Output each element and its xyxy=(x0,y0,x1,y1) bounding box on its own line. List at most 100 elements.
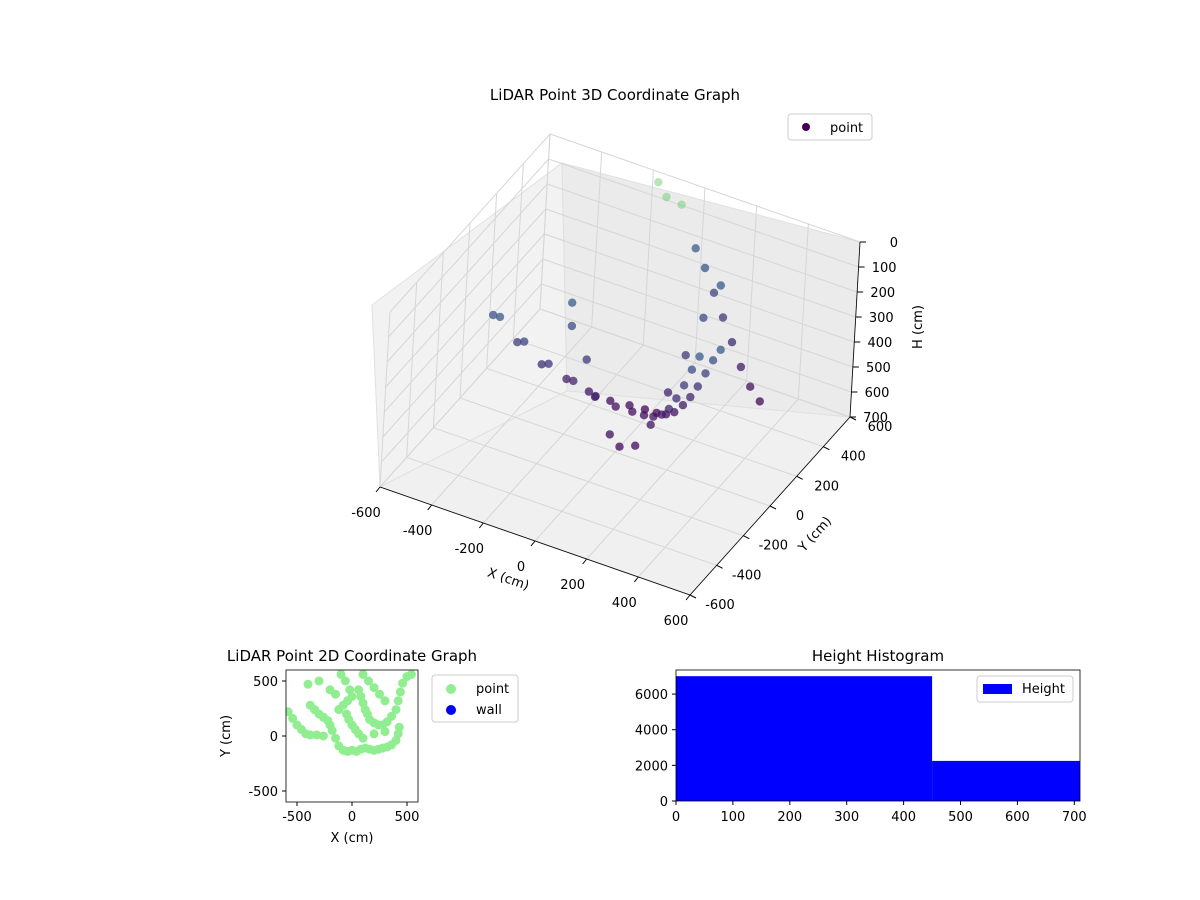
y-tick-label: -600 xyxy=(705,598,735,613)
x-tick-label-hist: 300 xyxy=(834,810,859,825)
point-3d xyxy=(606,396,615,405)
z-tick-label: 600 xyxy=(865,386,890,401)
point-3d xyxy=(716,281,725,290)
x-tick-label-2d: 0 xyxy=(348,810,356,825)
y-tick-mark xyxy=(689,594,697,599)
point-3d xyxy=(662,192,671,202)
chart-2d: LiDAR Point 2D Coordinate Graph -500 0 500… xyxy=(219,647,519,846)
y-tick-label-hist: 0 xyxy=(660,795,668,810)
point-3d xyxy=(681,351,690,360)
x-tick-label: -200 xyxy=(455,542,485,557)
point-3d xyxy=(679,381,689,390)
z-tick-label: 200 xyxy=(870,286,895,301)
x-tick-label: 0 xyxy=(517,560,525,575)
y-tick-mark xyxy=(796,475,803,480)
point-2d-point xyxy=(358,670,368,679)
point-3d xyxy=(691,244,700,253)
point-2d-point xyxy=(364,676,373,686)
x-tick-label-2d: -500 xyxy=(282,810,312,825)
histogram-bar xyxy=(932,760,1080,801)
legend-2d[interactable]: point wall xyxy=(431,674,519,723)
point-3d xyxy=(654,178,663,187)
y-tick-mark xyxy=(769,505,777,510)
point-2d-point xyxy=(393,696,403,706)
points-3d xyxy=(489,178,764,451)
point-3d xyxy=(582,355,591,364)
point-2d-point xyxy=(369,683,379,693)
point-2d-point xyxy=(305,730,315,740)
x-tick-label: 600 xyxy=(664,614,689,629)
z-tick-label: 300 xyxy=(869,311,894,326)
x-tick-label-hist: 400 xyxy=(891,810,916,825)
point-2d-point xyxy=(327,726,337,735)
grid-line-z xyxy=(382,258,854,438)
point-3d xyxy=(699,313,708,322)
chart-3d-title: LiDAR Point 3D Coordinate Graph xyxy=(490,86,740,104)
y-tick-mark xyxy=(743,535,750,540)
x-tick-label-hist: 600 xyxy=(1005,810,1030,825)
legend-2d-marker-point xyxy=(446,684,456,694)
grid-line-z xyxy=(385,208,856,388)
x-tick-label-hist: 100 xyxy=(720,810,745,825)
y-tick-label-2d: 0 xyxy=(270,730,278,745)
chart-3d: LiDAR Point 3D Coordinate Graph -600 -400… xyxy=(351,86,926,629)
legend-2d-marker-wall xyxy=(446,705,456,715)
point-3d xyxy=(708,356,718,365)
point-3d xyxy=(639,411,649,420)
y-axis-label-2d: Y (cm) xyxy=(219,715,234,758)
y-tick-label: -400 xyxy=(732,568,762,583)
point-2d-point xyxy=(331,733,340,743)
point-3d xyxy=(701,369,710,378)
point-2d-point xyxy=(336,670,346,679)
point-3d xyxy=(562,374,571,384)
z-tick-label: 700 xyxy=(863,411,888,426)
x-axis-label-2d: X (cm) xyxy=(331,831,374,846)
point-3d xyxy=(736,362,746,372)
y-tick-label: -200 xyxy=(759,539,789,554)
point-3d xyxy=(569,376,578,386)
point-3d xyxy=(695,352,704,361)
point-3d xyxy=(746,382,755,391)
x-tick-label: 400 xyxy=(612,596,637,611)
x-tick-label-2d: 500 xyxy=(395,810,420,825)
y-tick-label-hist: 6000 xyxy=(635,688,668,703)
point-3d xyxy=(520,337,529,346)
point-3d xyxy=(631,441,640,450)
point-3d xyxy=(663,388,673,397)
point-3d xyxy=(664,404,674,414)
legend-3d-marker xyxy=(802,123,810,131)
grid-line-z xyxy=(389,133,861,313)
point-3d xyxy=(605,430,614,439)
legend-histogram[interactable]: Height xyxy=(976,675,1074,703)
plot-area-histogram xyxy=(675,669,1081,802)
z-tick-label: 100 xyxy=(872,261,897,276)
ticks-histogram: 0 100 200 300 400 500 600 700 0 2000 4000 6000 xyxy=(635,688,1087,825)
point-2d-point xyxy=(318,731,328,741)
point-3d xyxy=(687,365,697,374)
histogram-bars xyxy=(676,676,1080,801)
point-3d xyxy=(646,420,655,429)
point-2d-point xyxy=(314,676,324,686)
point-3d xyxy=(657,410,666,419)
z-tick-label: 400 xyxy=(867,336,892,351)
legend-3d-box xyxy=(787,113,873,141)
y-tick-label: 0 xyxy=(796,509,804,524)
y-tick-label: 600 xyxy=(868,420,893,435)
z-axis-line xyxy=(849,241,861,418)
grid-line-z xyxy=(381,283,852,463)
y-tick-mark xyxy=(823,446,830,451)
x-tick-mark xyxy=(427,504,433,511)
point-2d-point xyxy=(358,733,368,743)
legend-histogram-swatch xyxy=(983,684,1012,694)
point-2d-point xyxy=(334,705,344,715)
chart-histogram: Height Histogram 0 100 200 300 400 500 600 7000… xyxy=(635,647,1087,825)
point-2d-point xyxy=(325,685,335,695)
grid-line-z xyxy=(388,158,859,338)
z-axis-label-3d: H (cm) xyxy=(911,305,926,349)
x-tick-label-hist: 700 xyxy=(1062,810,1087,825)
y-tick-label-hist: 4000 xyxy=(635,724,668,739)
legend-3d[interactable]: point xyxy=(787,113,873,141)
x-tick-label: 200 xyxy=(560,578,585,593)
x-tick-label: -600 xyxy=(351,506,381,521)
